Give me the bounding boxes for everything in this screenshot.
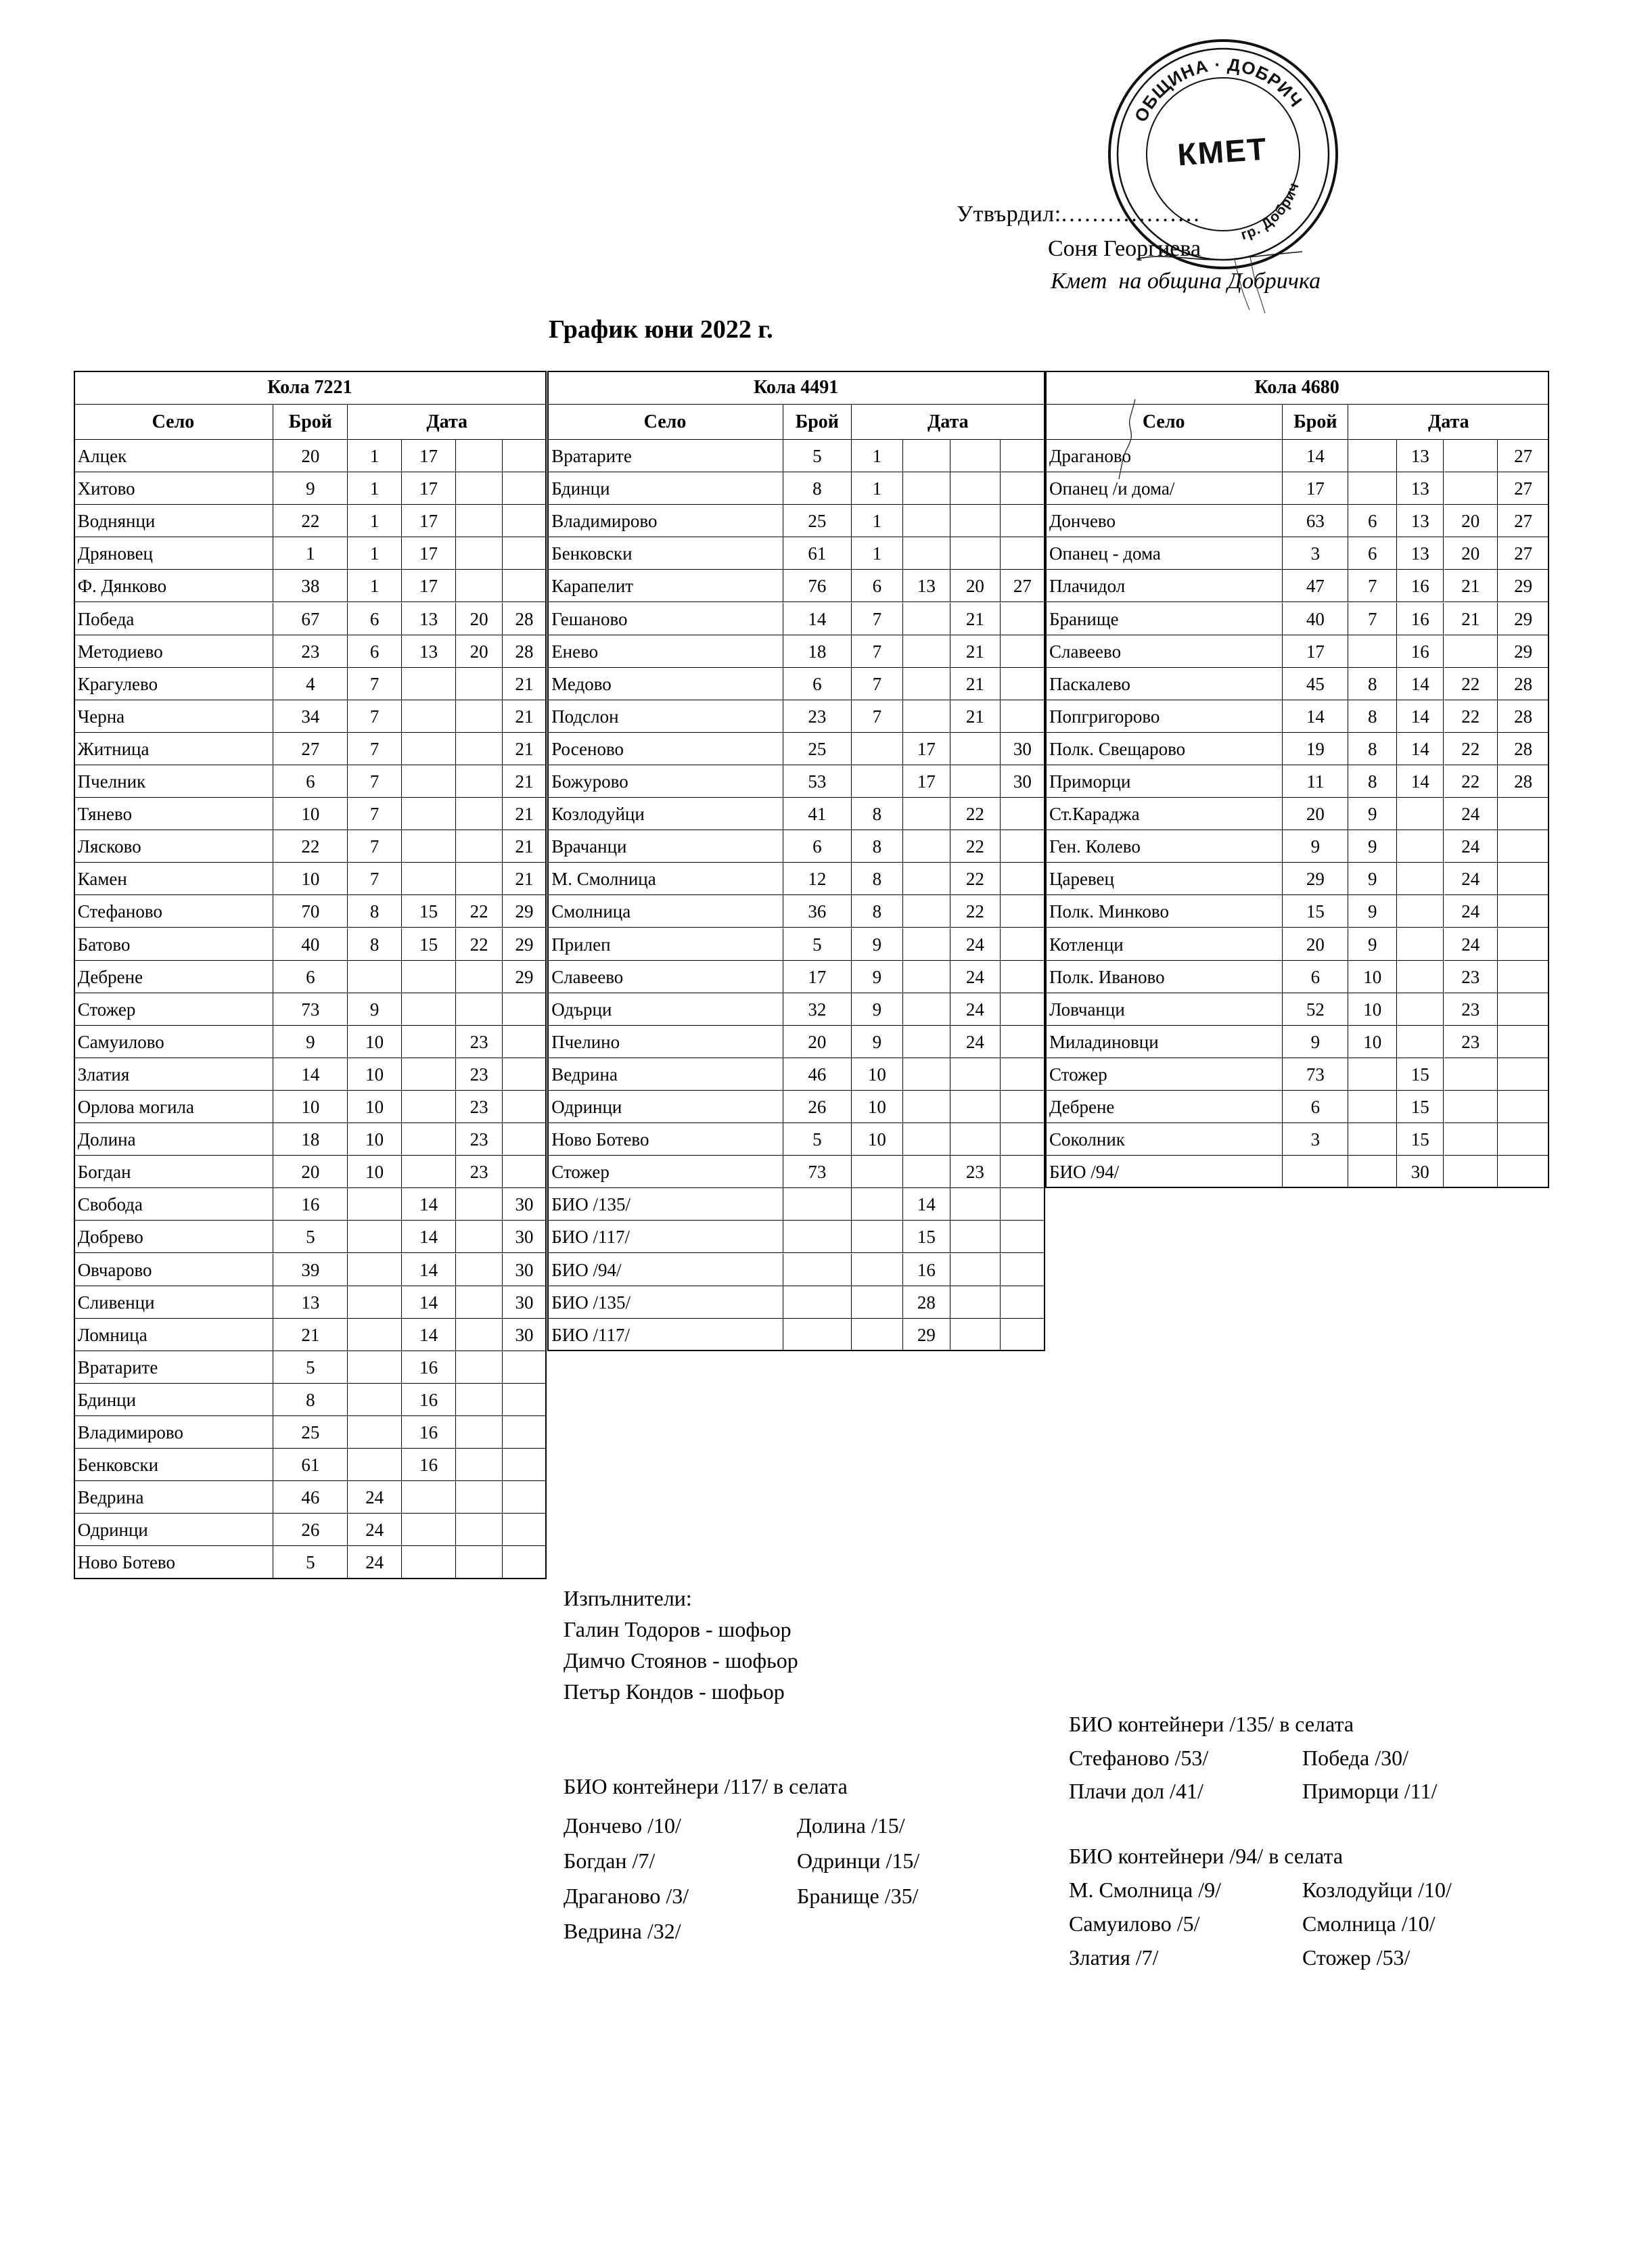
svg-text:КМЕТ: КМЕТ <box>1176 131 1268 172</box>
